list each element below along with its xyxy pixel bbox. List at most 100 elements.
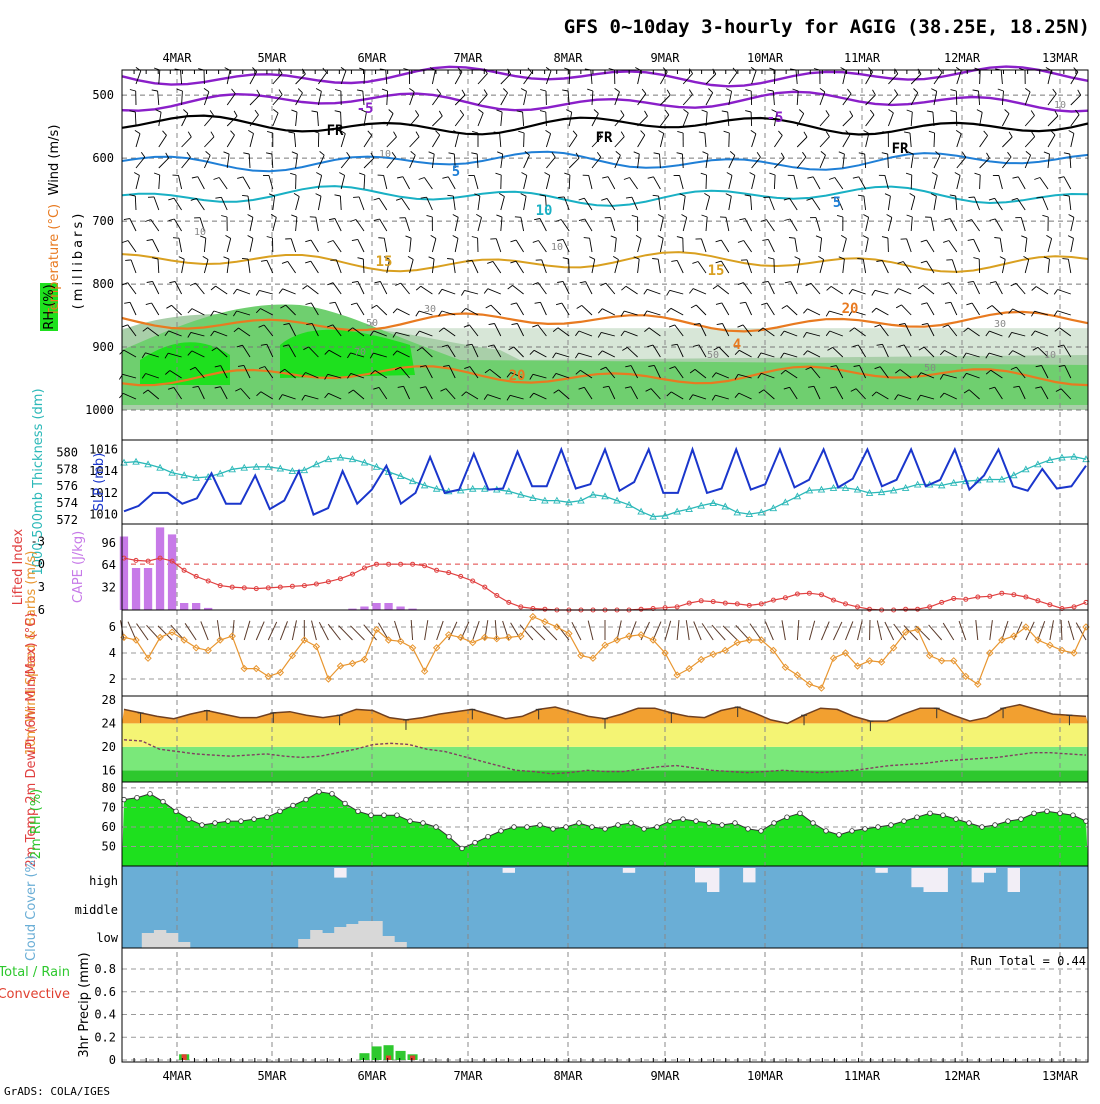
rh2m-point [941, 813, 946, 818]
wind-barb-flag [906, 173, 912, 175]
wind-barb [795, 238, 797, 252]
date-label-bottom: 8MAR [554, 1069, 584, 1083]
wind-barb [807, 309, 820, 315]
rh2m-point [889, 823, 894, 828]
wind-barb-flag [130, 90, 136, 92]
wind-barb [135, 112, 136, 126]
wind-barb-flag [460, 110, 464, 115]
pressure-tick: 900 [92, 340, 114, 354]
wind-barb [227, 259, 229, 273]
wind-barb [136, 175, 139, 189]
wind-barb [602, 309, 615, 315]
wind-barb-flag [558, 197, 564, 198]
wind-barb-flag [677, 153, 683, 154]
wind-barb [421, 286, 433, 294]
wind-barb [455, 217, 458, 231]
wind10-barb [894, 624, 906, 640]
wind-barb-flag [907, 110, 913, 112]
wind10-barb [425, 620, 428, 640]
wind-barb-flag [667, 290, 670, 295]
wind-barb-flag [739, 219, 745, 220]
date-label-top: 12MAR [944, 51, 981, 65]
wind-barb-flag [394, 132, 397, 137]
wind-barb-flag [708, 89, 712, 93]
wind-barb-flag [231, 131, 235, 135]
wind-barb [949, 241, 957, 253]
precip-total-bar [372, 1046, 382, 1060]
wind-barb [980, 136, 988, 148]
wind-barb-flag [476, 214, 481, 217]
wind-barb-flag [850, 111, 853, 116]
wind-barb [768, 239, 774, 252]
wind-barb-flag [818, 256, 823, 259]
wind-barb-flag [248, 236, 253, 239]
wind-barb-flag [188, 309, 192, 313]
wind-barb [130, 302, 136, 315]
wind10-barb [653, 622, 661, 640]
rh2m-tick: 70 [102, 800, 116, 814]
wind-barb [706, 93, 713, 105]
wind-barb [455, 115, 464, 126]
wind-barb [972, 303, 979, 315]
wind-barb-flag [613, 256, 618, 259]
rh-contour-label: 50 [924, 363, 936, 374]
wind-barb [478, 95, 487, 105]
wind-barb [403, 177, 410, 189]
wind-barb [219, 178, 227, 190]
wind-barb [863, 259, 865, 273]
wind-barb [790, 219, 797, 231]
wind-barb [517, 303, 524, 315]
wind-barb-flag [427, 215, 433, 217]
cape-bar [156, 527, 164, 610]
wind-barb-flag [122, 241, 128, 243]
wind-barb-flag [347, 152, 350, 157]
date-label-bottom: 5MAR [258, 1069, 288, 1083]
lifted-index-line [124, 558, 1086, 610]
wind-barb [950, 219, 957, 231]
wind-barb-flag [512, 324, 518, 325]
wind-barb [249, 154, 250, 168]
wind-barb-flag [887, 215, 892, 218]
wind-barb [569, 158, 579, 168]
wind-barb-flag [1025, 88, 1030, 92]
wind-barb [638, 135, 645, 147]
wind-barb [923, 285, 934, 294]
wind-barb [615, 137, 625, 147]
wind-barb [1000, 238, 1002, 252]
wind10-tick: 2 [109, 672, 116, 686]
wind-barb-flag [611, 236, 617, 238]
wind-barb-flag [1069, 131, 1074, 134]
wind-barb-flag [1026, 151, 1031, 155]
wind-barb [1025, 238, 1027, 252]
wind-barb [767, 303, 774, 315]
wind-barb-flag [416, 132, 419, 137]
wind-barb-flag [489, 324, 495, 325]
cape-tick: 32 [102, 581, 116, 595]
wind-barb [956, 91, 957, 105]
wind-barb [1002, 259, 1005, 273]
wind-barb [410, 137, 420, 147]
wind-barb-flag [872, 308, 876, 312]
cloud-high-bar [875, 868, 887, 873]
wind-barb-flag [478, 109, 483, 113]
wind-barb-flag [969, 197, 975, 198]
wind-barb [586, 282, 592, 294]
rh2m-point [343, 801, 348, 806]
wind-barb-flag [449, 153, 455, 154]
wind-barb-flag [653, 195, 659, 196]
wind-barb [999, 176, 1003, 190]
wind-barb-flag [870, 110, 874, 115]
rh2m-point [187, 817, 192, 822]
wind-barb [379, 198, 387, 210]
wind-barb-flag [702, 110, 708, 112]
wind10-barb [319, 622, 328, 640]
wind-barb [539, 241, 547, 253]
rh2m-point [616, 823, 621, 828]
rh2m-point [382, 813, 387, 818]
wind-barb-flag [378, 238, 384, 239]
wind-barb [1071, 115, 1079, 126]
wind-barb [592, 114, 598, 127]
temperature-contour [122, 186, 1088, 206]
wind-barb-flag [462, 90, 465, 95]
wind-barb-flag [577, 305, 582, 308]
